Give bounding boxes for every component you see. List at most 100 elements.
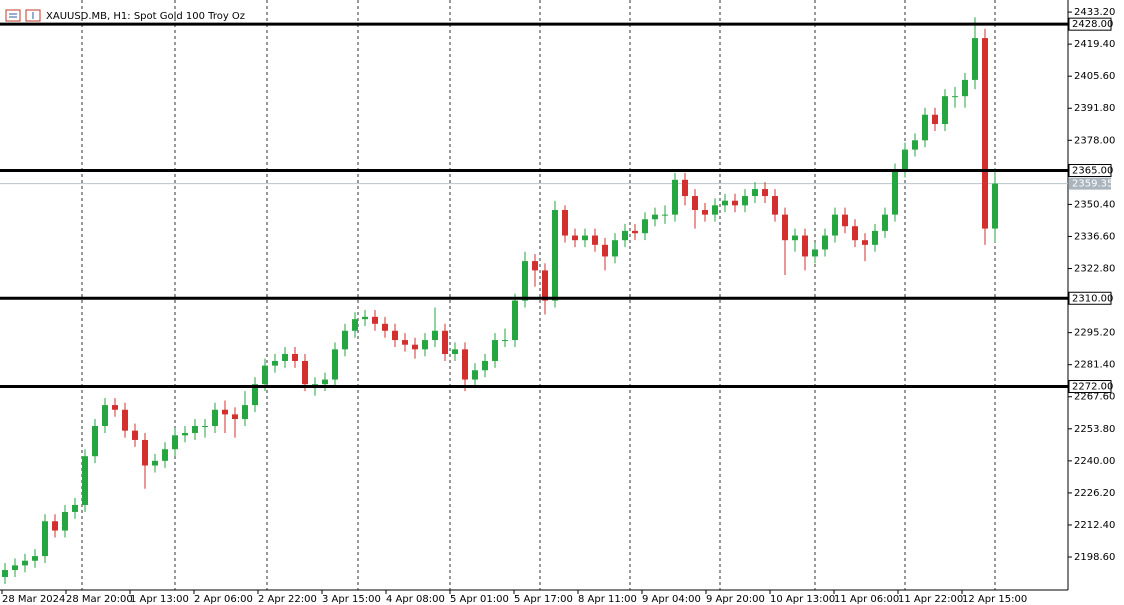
x-tick-label: 9 Apr 20:00 xyxy=(706,594,765,605)
candle-body xyxy=(202,426,208,428)
candle-body xyxy=(642,219,648,234)
candle-body xyxy=(22,560,28,566)
candle-body xyxy=(82,456,88,505)
candle-body xyxy=(342,330,348,350)
candle-body xyxy=(732,200,738,206)
candle-body xyxy=(632,230,638,234)
level-label: 2310.00 xyxy=(1072,293,1113,304)
candle-body xyxy=(492,340,498,361)
candle-body xyxy=(962,79,968,97)
candle-body xyxy=(262,365,268,385)
candle-body xyxy=(502,340,508,342)
candle-body xyxy=(192,426,198,433)
level-label: 2428.00 xyxy=(1072,19,1113,30)
candle-body xyxy=(222,409,228,415)
candle-body xyxy=(242,405,248,420)
candle-body xyxy=(2,570,8,577)
candle-body xyxy=(582,235,588,241)
candle-body xyxy=(682,179,688,197)
candle-body xyxy=(902,149,908,171)
candle-body xyxy=(322,379,328,385)
x-tick-label: 1 Apr 13:00 xyxy=(130,594,189,605)
candle-body xyxy=(912,140,918,150)
candle-body xyxy=(312,384,318,386)
x-tick-label: 8 Apr 11:00 xyxy=(578,594,637,605)
candle-body xyxy=(892,170,898,215)
candle-body xyxy=(52,521,58,531)
candle-body xyxy=(402,340,408,345)
candle-body xyxy=(172,435,178,450)
icon xyxy=(5,9,21,22)
candle-body xyxy=(592,235,598,245)
candle-body xyxy=(952,96,958,98)
candle-body xyxy=(142,439,148,466)
y-tick-label: 2391.80 xyxy=(1074,103,1115,114)
chart-title: XAUUSD.MB, H1: Spot Gold 100 Troy Oz xyxy=(46,11,245,22)
candle-body xyxy=(872,230,878,245)
candle-body xyxy=(292,354,298,361)
candle-body xyxy=(992,183,998,229)
level-label: 2365.00 xyxy=(1072,165,1113,176)
candle-body xyxy=(92,426,98,457)
x-tick-label: 5 Apr 01:00 xyxy=(450,594,509,605)
x-tick-label: 3 Apr 15:00 xyxy=(322,594,381,605)
candle-body xyxy=(982,38,988,229)
candle-body xyxy=(302,360,308,385)
candle-body xyxy=(102,405,108,427)
y-tick-label: 2405.60 xyxy=(1074,71,1115,82)
x-tick-label: 28 Mar 2024 xyxy=(2,594,65,605)
candle-body xyxy=(352,319,358,331)
candle-body xyxy=(512,300,518,341)
y-tick-label: 2240.00 xyxy=(1074,456,1115,467)
y-tick-label: 2322.80 xyxy=(1074,264,1115,275)
candle-body xyxy=(522,261,528,301)
candle-body xyxy=(822,235,828,250)
x-tick-label: 10 Apr 13:00 xyxy=(770,594,835,605)
candle-body xyxy=(432,330,438,341)
candle-body xyxy=(392,330,398,341)
y-tick-label: 2378.00 xyxy=(1074,135,1115,146)
candle-body xyxy=(372,316,378,324)
level-label-box xyxy=(1068,17,1112,31)
candle-body xyxy=(422,340,428,350)
y-tick-label: 2198.60 xyxy=(1074,552,1115,563)
x-tick-label: 2 Apr 22:00 xyxy=(258,594,317,605)
x-tick-label: 9 Apr 04:00 xyxy=(642,594,701,605)
candle-body xyxy=(542,270,548,301)
candle-body xyxy=(72,504,78,512)
candle-body xyxy=(932,114,938,125)
candle-body xyxy=(602,244,608,257)
candle-body xyxy=(662,214,668,216)
candle-body xyxy=(832,214,838,236)
day-separators xyxy=(81,0,996,590)
candle-body xyxy=(782,214,788,241)
candle-body xyxy=(42,521,48,557)
candle-body xyxy=(112,405,118,410)
x-tick-label: 12 Apr 15:00 xyxy=(962,594,1027,605)
candle-body xyxy=(842,214,848,227)
candle-body xyxy=(252,384,258,406)
candle-body xyxy=(332,349,338,380)
candle-body xyxy=(802,235,808,257)
candle-body xyxy=(552,209,558,301)
candle-body xyxy=(382,323,388,331)
y-tick-label: 2281.40 xyxy=(1074,360,1115,371)
candle-body xyxy=(452,349,458,354)
current-price-label: 2359.35 xyxy=(1072,179,1113,190)
candle-body xyxy=(532,261,538,271)
candle-body xyxy=(862,240,868,245)
level-label-box xyxy=(1068,380,1112,394)
candle-body xyxy=(152,460,158,466)
candle-body xyxy=(32,556,38,561)
x-tick-label: 5 Apr 17:00 xyxy=(514,594,573,605)
candle-body xyxy=(882,214,888,231)
candle-body xyxy=(12,565,18,571)
x-tick-label: 11 Apr 22:00 xyxy=(898,594,963,605)
x-tick-label: 2 Apr 06:00 xyxy=(194,594,253,605)
candle-body xyxy=(482,360,488,371)
current-price-box xyxy=(1069,177,1111,190)
candle-body xyxy=(652,214,658,220)
candle-body xyxy=(162,449,168,461)
